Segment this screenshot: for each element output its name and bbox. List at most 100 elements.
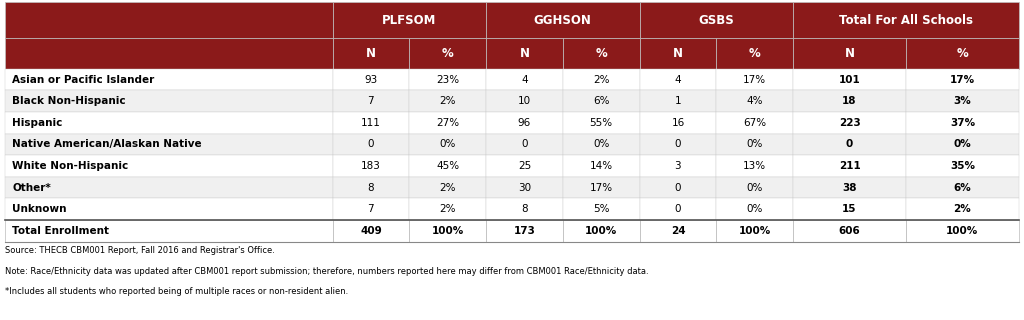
Bar bbox=[906, 134, 1019, 155]
Bar bbox=[333, 177, 410, 198]
Bar bbox=[486, 177, 563, 198]
Text: 8: 8 bbox=[368, 183, 374, 193]
Bar bbox=[486, 2, 640, 38]
Text: N: N bbox=[366, 47, 376, 60]
Bar bbox=[486, 112, 563, 134]
Text: 1: 1 bbox=[675, 96, 681, 106]
Text: 23%: 23% bbox=[436, 75, 459, 84]
Text: 0%: 0% bbox=[746, 140, 763, 149]
Bar bbox=[640, 220, 717, 242]
Bar bbox=[563, 177, 640, 198]
Text: 0: 0 bbox=[368, 140, 374, 149]
Bar bbox=[717, 38, 794, 69]
Text: N: N bbox=[519, 47, 529, 60]
Bar bbox=[563, 38, 640, 69]
Bar bbox=[486, 90, 563, 112]
Bar bbox=[333, 2, 486, 38]
Bar bbox=[717, 155, 794, 177]
Text: 13%: 13% bbox=[743, 161, 766, 171]
Text: 7: 7 bbox=[368, 204, 374, 214]
Text: Hispanic: Hispanic bbox=[12, 118, 62, 128]
Text: 0%: 0% bbox=[746, 183, 763, 193]
Bar bbox=[5, 198, 333, 220]
Text: *Includes all students who reported being of multiple races or non-resident alie: *Includes all students who reported bein… bbox=[5, 287, 348, 296]
Bar bbox=[640, 69, 717, 90]
Bar bbox=[410, 220, 486, 242]
Bar bbox=[486, 69, 563, 90]
Text: 7: 7 bbox=[368, 96, 374, 106]
Text: 4: 4 bbox=[521, 75, 527, 84]
Text: PLFSOM: PLFSOM bbox=[382, 13, 436, 27]
Bar bbox=[410, 177, 486, 198]
Bar bbox=[794, 112, 906, 134]
Bar bbox=[333, 220, 410, 242]
Bar bbox=[5, 38, 333, 69]
Text: 18: 18 bbox=[843, 96, 857, 106]
Text: 223: 223 bbox=[839, 118, 860, 128]
Bar bbox=[640, 90, 717, 112]
Bar bbox=[563, 134, 640, 155]
Bar bbox=[717, 220, 794, 242]
Text: 14%: 14% bbox=[590, 161, 612, 171]
Text: 0: 0 bbox=[675, 204, 681, 214]
Text: 96: 96 bbox=[518, 118, 531, 128]
Bar bbox=[5, 112, 333, 134]
Text: 4%: 4% bbox=[746, 96, 763, 106]
Bar bbox=[410, 134, 486, 155]
Bar bbox=[640, 155, 717, 177]
Text: Unknown: Unknown bbox=[12, 204, 67, 214]
Text: 4: 4 bbox=[675, 75, 681, 84]
Bar bbox=[717, 90, 794, 112]
Bar bbox=[563, 112, 640, 134]
Bar bbox=[5, 134, 333, 155]
Text: 111: 111 bbox=[360, 118, 381, 128]
Bar bbox=[333, 90, 410, 112]
Text: 55%: 55% bbox=[590, 118, 612, 128]
Bar bbox=[906, 220, 1019, 242]
Text: 2%: 2% bbox=[439, 96, 456, 106]
Text: %: % bbox=[749, 47, 761, 60]
Bar bbox=[717, 177, 794, 198]
Bar bbox=[333, 112, 410, 134]
Text: 38: 38 bbox=[843, 183, 857, 193]
Text: 35%: 35% bbox=[950, 161, 975, 171]
Bar bbox=[486, 220, 563, 242]
Bar bbox=[640, 198, 717, 220]
Text: 24: 24 bbox=[671, 226, 685, 236]
Bar bbox=[794, 155, 906, 177]
Text: Total Enrollment: Total Enrollment bbox=[12, 226, 110, 236]
Bar bbox=[5, 155, 333, 177]
Text: 3%: 3% bbox=[953, 96, 972, 106]
Text: 3: 3 bbox=[675, 161, 681, 171]
Bar bbox=[410, 38, 486, 69]
Text: 5%: 5% bbox=[593, 204, 609, 214]
Bar bbox=[333, 38, 410, 69]
Bar bbox=[5, 90, 333, 112]
Bar bbox=[5, 177, 333, 198]
Text: Note: Race/Ethnicity data was updated after CBM001 report submission; therefore,: Note: Race/Ethnicity data was updated af… bbox=[5, 267, 649, 276]
Text: 183: 183 bbox=[360, 161, 381, 171]
Bar bbox=[333, 69, 410, 90]
Bar bbox=[640, 134, 717, 155]
Bar bbox=[563, 220, 640, 242]
Bar bbox=[794, 69, 906, 90]
Text: 0: 0 bbox=[675, 140, 681, 149]
Bar bbox=[906, 38, 1019, 69]
Bar bbox=[333, 198, 410, 220]
Bar bbox=[717, 69, 794, 90]
Bar bbox=[563, 155, 640, 177]
Text: 2%: 2% bbox=[953, 204, 972, 214]
Text: 0: 0 bbox=[521, 140, 527, 149]
Text: Native American/Alaskan Native: Native American/Alaskan Native bbox=[12, 140, 202, 149]
Text: GGHSON: GGHSON bbox=[534, 13, 592, 27]
Bar bbox=[563, 69, 640, 90]
Text: %: % bbox=[595, 47, 607, 60]
Text: Black Non-Hispanic: Black Non-Hispanic bbox=[12, 96, 126, 106]
Text: 409: 409 bbox=[360, 226, 382, 236]
Bar bbox=[486, 38, 563, 69]
Bar bbox=[640, 112, 717, 134]
Text: 2%: 2% bbox=[439, 183, 456, 193]
Bar bbox=[717, 134, 794, 155]
Text: 67%: 67% bbox=[743, 118, 766, 128]
Text: 0%: 0% bbox=[593, 140, 609, 149]
